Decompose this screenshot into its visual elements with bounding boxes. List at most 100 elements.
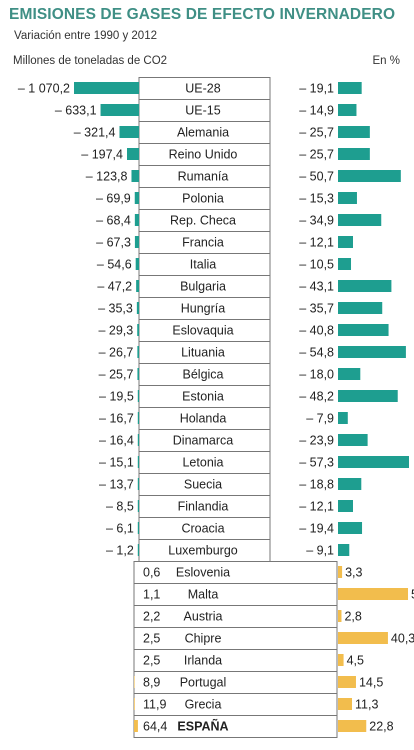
absolute-value-label: – 26,7 bbox=[99, 346, 134, 360]
country-label: Eslovenia bbox=[176, 566, 230, 580]
absolute-bar bbox=[134, 720, 138, 732]
percent-value-label: – 19,1 bbox=[299, 82, 334, 96]
percent-value-label: – 54,8 bbox=[299, 346, 334, 360]
percent-value-label: – 18,8 bbox=[299, 478, 334, 492]
absolute-value-label: 2,2 bbox=[143, 610, 160, 624]
absolute-value-label: – 15,1 bbox=[99, 456, 134, 470]
absolute-bar bbox=[137, 434, 139, 446]
right-column-header: En % bbox=[372, 55, 401, 67]
chart-row: Luxemburgo – 1,2 – 9,1 bbox=[106, 539, 350, 562]
percent-bar bbox=[338, 412, 348, 424]
absolute-value-label: 11,9 bbox=[143, 698, 166, 712]
country-label: Polonia bbox=[182, 192, 224, 206]
percent-bar bbox=[338, 588, 409, 600]
row-box bbox=[133, 561, 338, 584]
country-label: Dinamarca bbox=[173, 434, 233, 448]
percent-value-label: 2,8 bbox=[344, 610, 361, 624]
percent-value-label: – 48,2 bbox=[299, 390, 334, 404]
absolute-bar bbox=[137, 346, 139, 358]
country-label: ESPAÑA bbox=[177, 719, 228, 734]
country-label: Alemania bbox=[177, 126, 229, 140]
percent-value-label: – 12,1 bbox=[299, 236, 334, 250]
absolute-value-label: 64,4 bbox=[143, 720, 167, 734]
percent-value-label: – 23,9 bbox=[299, 434, 334, 448]
percent-bar bbox=[338, 610, 342, 622]
country-label: Malta bbox=[188, 588, 219, 602]
percent-bar bbox=[338, 478, 362, 490]
absolute-bar bbox=[137, 412, 139, 424]
absolute-bar bbox=[135, 258, 139, 270]
absolute-bar bbox=[127, 148, 139, 160]
percent-value-label: – 25,7 bbox=[299, 126, 334, 140]
percent-bar bbox=[338, 324, 389, 336]
percent-bar bbox=[338, 654, 344, 666]
country-label: Francia bbox=[182, 236, 224, 250]
percent-value-label: 40,3 bbox=[391, 632, 414, 646]
absolute-value-label: – 47,2 bbox=[97, 280, 132, 294]
chart-row: ESPAÑA 64,4 22,8 bbox=[133, 715, 394, 738]
chart-row: Rep. Checa – 68,4 – 34,9 bbox=[96, 209, 382, 232]
country-label: Letonia bbox=[182, 456, 223, 470]
percent-bar bbox=[338, 676, 356, 688]
absolute-bar bbox=[134, 698, 135, 710]
chart-row: Letonia – 15,1 – 57,3 bbox=[99, 451, 409, 474]
absolute-bar bbox=[134, 236, 139, 248]
chart-row: Croacia – 6,1 – 19,4 bbox=[106, 517, 363, 540]
percent-value-label: – 7,9 bbox=[306, 412, 334, 426]
percent-value-label: – 15,3 bbox=[299, 192, 334, 206]
percent-bar bbox=[338, 720, 367, 732]
percent-value-label: – 35,7 bbox=[299, 302, 334, 316]
country-label: Italia bbox=[190, 258, 216, 272]
percent-bar bbox=[338, 236, 353, 248]
percent-value-label: – 18,0 bbox=[299, 368, 334, 382]
percent-value-label: – 9,1 bbox=[306, 544, 334, 558]
absolute-value-label: – 13,7 bbox=[99, 478, 134, 492]
absolute-value-label: 0,6 bbox=[143, 566, 160, 580]
absolute-value-label: – 1 070,2 bbox=[18, 82, 70, 96]
chart-row: Eslovenia 0,6 3,3 bbox=[133, 561, 363, 584]
absolute-bar bbox=[137, 500, 139, 512]
absolute-bar bbox=[134, 214, 139, 226]
row-box bbox=[133, 583, 338, 606]
absolute-value-label: 8,9 bbox=[143, 676, 160, 690]
country-label: Reino Unido bbox=[169, 148, 238, 162]
country-label: Croacia bbox=[181, 522, 224, 536]
absolute-value-label: – 25,7 bbox=[99, 368, 134, 382]
percent-bar bbox=[338, 698, 353, 710]
country-label: Luxemburgo bbox=[168, 544, 238, 558]
chart-row: Alemania – 321,4 – 25,7 bbox=[74, 121, 370, 144]
chart-row: Reino Unido – 197,4 – 25,7 bbox=[81, 143, 370, 166]
country-label: Holanda bbox=[180, 412, 227, 426]
chart-row: Italia – 54,6 – 10,5 bbox=[97, 253, 352, 276]
country-label: Austria bbox=[184, 610, 223, 624]
chart-row: UE-28 – 1 070,2 – 19,1 bbox=[18, 77, 362, 100]
chart-row: Malta 1,1 56,5 bbox=[133, 583, 414, 606]
country-label: Hungría bbox=[181, 302, 226, 316]
percent-value-label: – 34,9 bbox=[299, 214, 334, 228]
row-box bbox=[133, 671, 338, 694]
row-box bbox=[133, 627, 338, 650]
percent-bar bbox=[338, 82, 362, 94]
percent-bar bbox=[338, 170, 401, 182]
chart-row: Polonia – 69,9 – 15,3 bbox=[96, 187, 357, 210]
absolute-bar bbox=[137, 368, 139, 380]
absolute-bar bbox=[134, 192, 139, 204]
chart-row: Chipre 2,5 40,3 bbox=[133, 627, 414, 650]
absolute-value-label: – 35,3 bbox=[98, 302, 133, 316]
left-column-header: Millones de toneladas de CO2 bbox=[13, 55, 168, 67]
absolute-value-label: – 29,3 bbox=[98, 324, 133, 338]
absolute-value-label: – 16,7 bbox=[99, 412, 134, 426]
absolute-value-label: 2,5 bbox=[143, 632, 160, 646]
percent-value-label: 11,3 bbox=[355, 698, 378, 712]
chart-row: Bulgaria – 47,2 – 43,1 bbox=[97, 275, 392, 298]
percent-value-label: – 43,1 bbox=[299, 280, 334, 294]
row-box bbox=[133, 649, 338, 672]
absolute-value-label: – 197,4 bbox=[81, 148, 123, 162]
chart-row: Grecia 11,9 11,3 bbox=[133, 693, 378, 716]
absolute-value-label: – 123,8 bbox=[86, 170, 128, 184]
percent-bar bbox=[338, 346, 406, 358]
country-label: Irlanda bbox=[184, 654, 222, 668]
chart-row: Austria 2,2 2,8 bbox=[133, 605, 362, 628]
country-label: Eslovaquia bbox=[172, 324, 233, 338]
percent-bar bbox=[338, 280, 392, 292]
